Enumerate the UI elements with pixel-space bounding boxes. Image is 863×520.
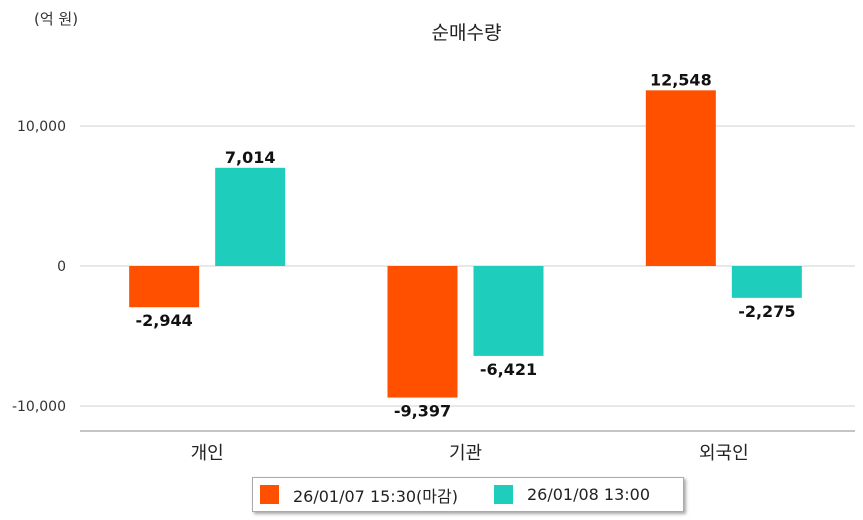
y-tick-label-0: 10,000: [17, 119, 66, 135]
bar-1-3[interactable]: [645, 90, 716, 266]
legend-label-series-2: 26/01/08 13:00: [526, 485, 651, 504]
chart-title: 순매수량: [431, 22, 502, 44]
x-category-label-3: 외국인: [699, 443, 749, 464]
data-label-1-2: -9,397: [394, 402, 451, 421]
bar-2-2[interactable]: [473, 266, 544, 356]
bar-1-2[interactable]: [387, 266, 458, 398]
x-category-label-2: 기관: [449, 443, 482, 464]
legend-item-series-1[interactable]: 26/01/07 15:30(마감): [260, 483, 458, 507]
y-tick-label-2: -10,000: [12, 399, 66, 415]
unit-label: (억 원): [34, 10, 79, 28]
bar-chart: 10,000 0 -10,000 -2,944 7,014 개인 -9,397 -6,421 기…: [12, 70, 855, 464]
data-label-2-2: -6,421: [480, 360, 537, 379]
data-label-2-3: -2,275: [738, 302, 795, 321]
data-label-1-1: -2,944: [136, 311, 193, 330]
legend: 26/01/07 15:30(마감) 26/01/08 13:00: [252, 477, 684, 512]
bar-2-3[interactable]: [731, 266, 802, 298]
x-category-label-1: 개인: [191, 443, 224, 464]
legend-label-series-1: 26/01/07 15:30(마감): [293, 486, 458, 506]
legend-item-series-2[interactable]: 26/01/08 13:00: [493, 485, 651, 504]
data-label-2-1: 7,014: [225, 148, 276, 167]
legend-swatch-series-1: [260, 485, 279, 504]
y-tick-label-1: 0: [57, 259, 66, 275]
bar-1-1[interactable]: [129, 266, 200, 308]
data-label-1-3: 12,548: [650, 70, 712, 89]
bar-2-1[interactable]: [215, 167, 286, 266]
legend-swatch-series-2: [493, 485, 513, 504]
